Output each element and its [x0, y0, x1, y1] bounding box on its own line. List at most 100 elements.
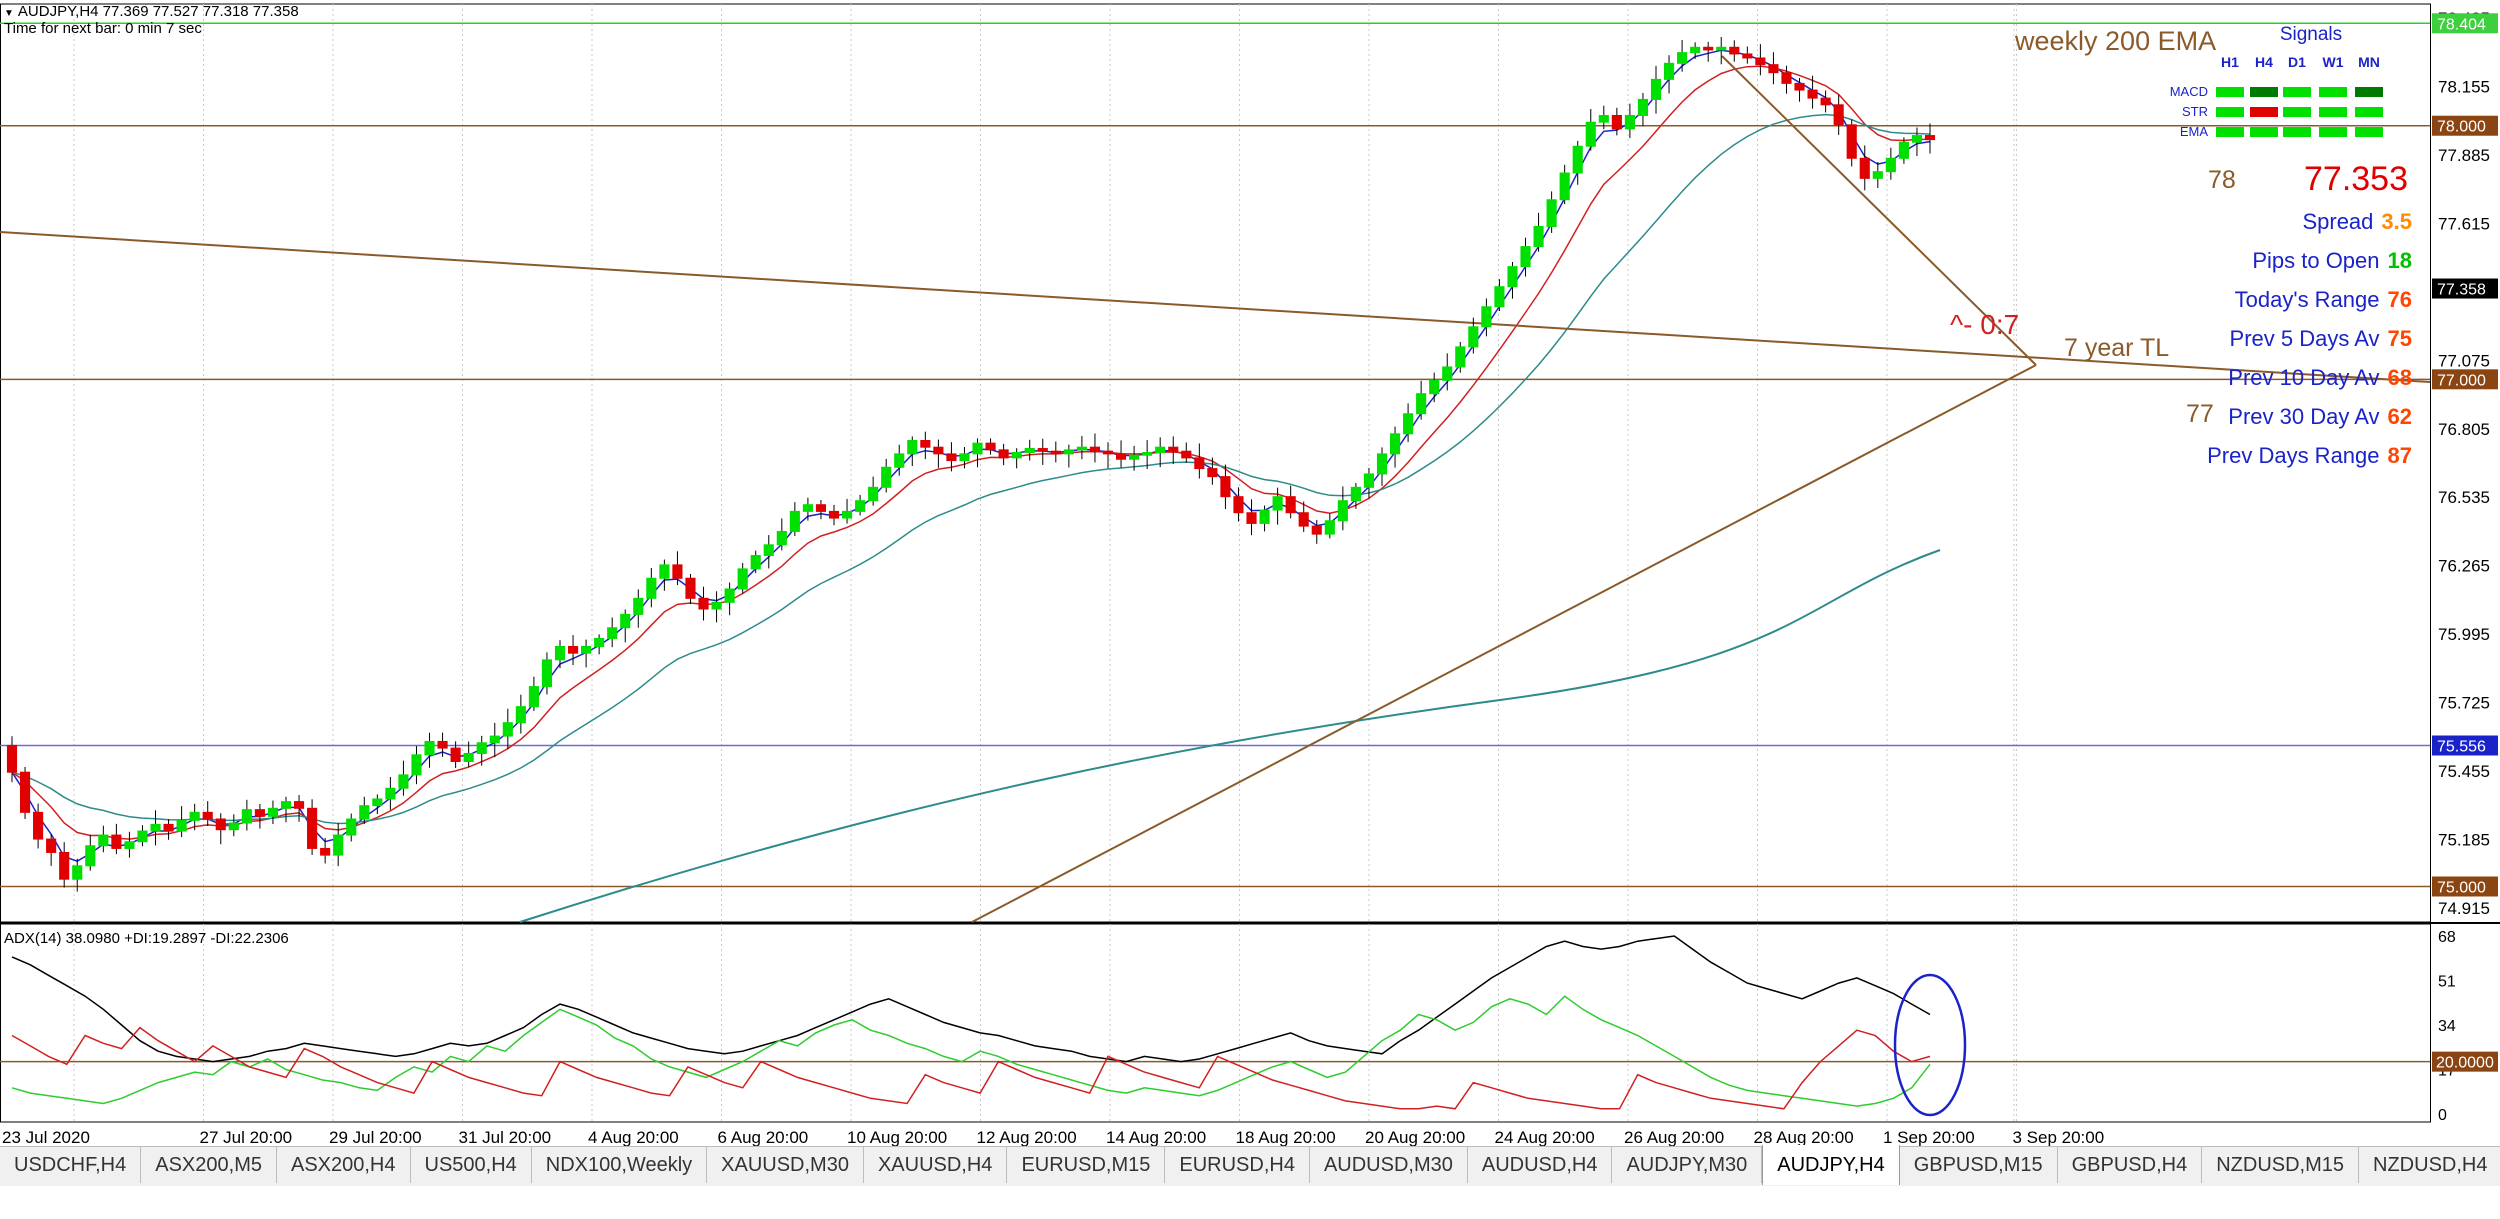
- bull-candle: [1350, 486, 1361, 502]
- bull-candle: [894, 453, 905, 468]
- bull-candle: [476, 742, 487, 754]
- bear-candle: [567, 645, 579, 654]
- signal-row-label: MACD: [2170, 84, 2208, 99]
- ema-fast-line: [11, 49, 1931, 863]
- bear-candle: [1233, 496, 1244, 514]
- bull-candle: [1559, 172, 1570, 201]
- price-chart[interactable]: 78.42578.15577.88577.61577.34577.07576.8…: [0, 0, 2500, 1146]
- bear-candle: [19, 771, 31, 813]
- price-tick-label: 77.615: [2438, 214, 2490, 233]
- time-tick-label: 23 Jul 2020: [2, 1128, 90, 1146]
- info-label: Prev Days Range: [2207, 443, 2380, 468]
- bull-candle: [398, 774, 409, 789]
- chart-tab[interactable]: GBPUSD,M15: [1900, 1147, 2058, 1183]
- signal-cell: [2319, 107, 2347, 117]
- info-value: 68: [2387, 365, 2412, 390]
- bull-candle: [72, 865, 83, 880]
- chart-tab[interactable]: USDCHF,H4: [0, 1147, 142, 1183]
- price-tick-label: 76.265: [2438, 557, 2490, 576]
- chart-tab[interactable]: GBPUSD,H4: [2058, 1147, 2203, 1183]
- bear-candle: [307, 807, 318, 849]
- price-badge-label: 78.000: [2437, 119, 2486, 136]
- bull-candle: [124, 841, 135, 849]
- bear-candle: [1102, 450, 1114, 455]
- chart-tab[interactable]: ASX200,M5: [141, 1147, 277, 1183]
- info-label: Prev 10 Day Av: [2228, 365, 2380, 390]
- bear-candle: [1246, 512, 1257, 524]
- bull-candle: [502, 722, 513, 737]
- bear-candle: [1037, 448, 1048, 452]
- signal-cell: [2216, 107, 2244, 117]
- adx-tick-label: 51: [2438, 974, 2456, 991]
- bull-candle: [737, 568, 748, 590]
- bull-candle: [789, 510, 800, 532]
- signal-column-label: H1: [2221, 54, 2239, 70]
- bull-candle: [241, 809, 252, 824]
- bull-candle: [1885, 157, 1896, 173]
- chart-tab[interactable]: ASX200,H4: [277, 1147, 411, 1183]
- bull-candle: [1259, 509, 1270, 524]
- bull-candle: [333, 834, 344, 856]
- chart-tab[interactable]: XAUUSD,M30: [707, 1147, 864, 1183]
- bull-candle: [1389, 433, 1401, 455]
- bull-candle: [1429, 379, 1440, 395]
- time-tick-label: 29 Jul 20:00: [329, 1128, 422, 1146]
- time-tick-label: 12 Aug 20:00: [977, 1128, 1077, 1146]
- adx-tick-label: 0: [2438, 1107, 2447, 1124]
- price-tick-label: 75.725: [2438, 694, 2490, 713]
- signal-column-label: H4: [2255, 54, 2273, 70]
- price-tick-label: 78.155: [2438, 77, 2490, 96]
- time-tick-label: 1 Sep 20:00: [1883, 1128, 1975, 1146]
- bear-candle: [202, 811, 213, 820]
- signals-panel: Signals H1 H4 D1 W1 MN MACD STR EMA: [2170, 24, 2383, 139]
- time-tick-label: 10 Aug 20:00: [847, 1128, 947, 1146]
- price-badge: [2432, 876, 2498, 897]
- chart-tab[interactable]: NZDUSD,M15: [2202, 1147, 2360, 1183]
- chart-tab[interactable]: NDX100,Weekly: [532, 1147, 708, 1183]
- bear-candle: [946, 453, 957, 462]
- bull-candle: [1024, 448, 1035, 454]
- info-row: Prev 10 Day Av 68: [2228, 365, 2412, 391]
- info-row: Prev Days Range 87: [2207, 443, 2412, 469]
- bull-candle: [424, 740, 435, 756]
- bull-candle: [868, 486, 879, 502]
- chart-tab[interactable]: EURUSD,H4: [1165, 1147, 1310, 1183]
- bull-candle: [150, 823, 161, 832]
- signal-column-label: D1: [2288, 54, 2306, 70]
- price-badge: [2432, 278, 2498, 299]
- bull-candle: [346, 818, 357, 836]
- price-tick-label: 76.535: [2438, 488, 2490, 507]
- chart-tab[interactable]: AUDUSD,M30: [1310, 1147, 1468, 1183]
- time-tick-label: 27 Jul 20:00: [200, 1128, 293, 1146]
- collapse-triangle-icon[interactable]: ▼: [4, 8, 14, 19]
- time-tick-label: 24 Aug 20:00: [1495, 1128, 1595, 1146]
- chart-tab[interactable]: AUDUSD,H4: [1468, 1147, 1613, 1183]
- bull-candle: [711, 601, 722, 610]
- chart-tab[interactable]: NZDUSD,H4: [2359, 1147, 2500, 1183]
- chart-tab[interactable]: US500,H4: [411, 1147, 532, 1183]
- bear-candle: [1781, 72, 1792, 84]
- chart-tab[interactable]: XAUUSD,H4: [864, 1147, 1008, 1183]
- time-tick-label: 4 Aug 20:00: [588, 1128, 679, 1146]
- bear-candle: [1703, 46, 1714, 51]
- bull-candle: [1598, 114, 1609, 123]
- minus-di-line: [11, 1026, 1931, 1110]
- bull-candle: [1468, 326, 1479, 348]
- moving-averages: [11, 49, 1941, 923]
- weekly-200-ema-line: [519, 549, 1941, 923]
- bear-candle: [46, 838, 57, 853]
- bull-candle: [528, 686, 539, 708]
- bear-candle: [437, 740, 448, 749]
- bull-candle: [1637, 98, 1649, 116]
- info-value: 75: [2387, 326, 2412, 351]
- chart-tab[interactable]: EURUSD,M15: [1007, 1147, 1166, 1183]
- time-tick-label: 20 Aug 20:00: [1365, 1128, 1465, 1146]
- time-tick-label: 31 Jul 20:00: [459, 1128, 552, 1146]
- chart-tab[interactable]: AUDJPY,M30: [1612, 1147, 1763, 1183]
- bull-candle: [1663, 62, 1675, 80]
- chart-tab[interactable]: AUDJPY,H4: [1762, 1145, 1900, 1185]
- bull-candle: [1076, 446, 1087, 451]
- bull-candle: [1624, 114, 1635, 130]
- bull-candle: [607, 627, 618, 639]
- info-label: Today's Range: [2234, 287, 2380, 312]
